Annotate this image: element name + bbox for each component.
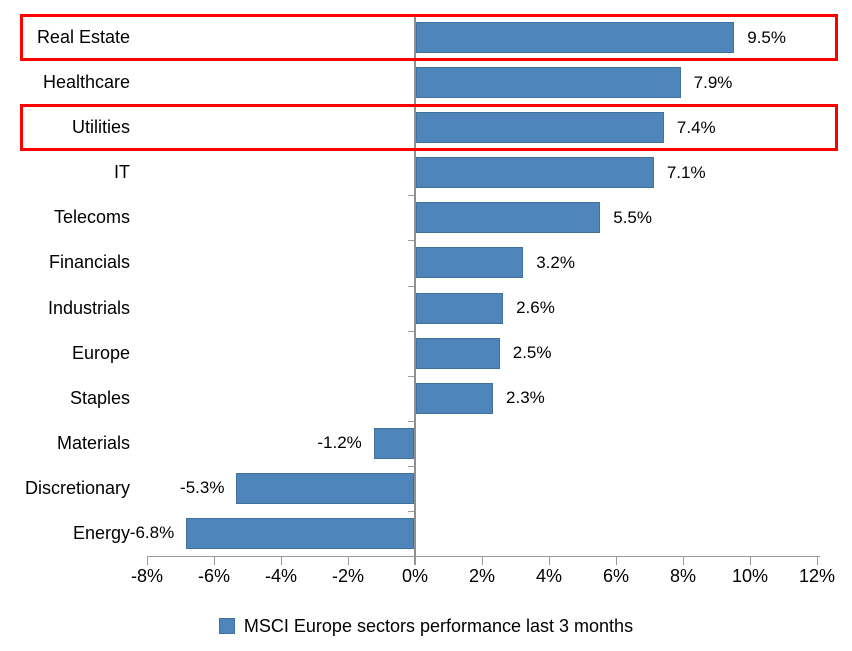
x-axis-tick	[750, 556, 751, 565]
category-label: Healthcare	[42, 72, 130, 93]
bar	[236, 472, 414, 504]
category-axis-tick	[408, 420, 415, 422]
x-tick-label: 2%	[468, 566, 496, 586]
value-label: 3.2%	[536, 252, 575, 272]
bar	[416, 157, 654, 189]
bar	[373, 427, 414, 459]
highlight-box-real-estate	[20, 14, 838, 62]
zero-axis-line	[414, 15, 416, 565]
value-label: -5.3%	[180, 478, 225, 498]
bar	[416, 67, 681, 99]
value-label: 7.1%	[666, 162, 706, 182]
category-axis-tick	[408, 285, 415, 287]
x-tick-label: -2%	[331, 566, 365, 586]
x-tick-label: -4%	[264, 566, 298, 586]
category-label: Staples	[69, 387, 130, 408]
category-axis-tick	[408, 195, 415, 197]
bar	[186, 517, 414, 549]
category-label: Energy	[72, 522, 130, 543]
bar	[416, 202, 601, 234]
bar	[416, 382, 494, 414]
legend-square-icon	[218, 618, 235, 634]
value-label: 7.9%	[693, 72, 733, 92]
category-label: IT	[114, 162, 130, 183]
x-axis-tick	[683, 556, 684, 565]
highlight-box-utilities	[20, 104, 838, 152]
category-axis-tick	[408, 510, 415, 512]
category-label: Financials	[48, 252, 130, 273]
bar	[416, 292, 504, 324]
category-label: Utilities	[71, 117, 130, 138]
category-axis-tick	[408, 240, 415, 242]
value-label: 2.5%	[512, 343, 552, 363]
value-label: 2.3%	[506, 388, 545, 408]
bar	[416, 22, 735, 54]
x-axis-tick	[549, 556, 550, 565]
category-label: Materials	[56, 432, 130, 453]
x-axis-tick	[616, 556, 617, 565]
x-tick-label: 12%	[798, 566, 836, 586]
value-label: -6.8%	[129, 523, 175, 543]
value-label: 9.5%	[747, 27, 786, 47]
legend: MSCI Europe sectors performance last 3 m…	[0, 614, 852, 638]
x-axis-tick	[147, 556, 148, 565]
category-axis-tick	[408, 375, 415, 377]
x-tick-label: 10%	[731, 566, 769, 586]
bar	[416, 247, 524, 279]
category-axis-tick	[408, 465, 415, 467]
category-label: Europe	[71, 342, 130, 363]
x-tick-label: 0%	[401, 566, 429, 586]
value-label: 5.5%	[613, 207, 652, 227]
x-axis-tick	[281, 556, 282, 565]
legend-label: MSCI Europe sectors performance last 3 m…	[243, 615, 634, 636]
category-label: Industrials	[47, 297, 130, 318]
bar	[416, 337, 500, 369]
category-label: Telecoms	[53, 207, 130, 228]
x-axis-tick	[482, 556, 483, 565]
x-tick-label: 8%	[669, 566, 697, 586]
x-axis-tick	[817, 556, 818, 565]
x-axis-line	[147, 556, 820, 557]
category-label: Real Estate	[36, 27, 130, 48]
x-axis-tick	[415, 556, 416, 565]
x-tick-label: 6%	[602, 566, 630, 586]
x-tick-label: -6%	[197, 566, 231, 586]
category-label: Discretionary	[24, 477, 130, 498]
x-tick-label: 4%	[535, 566, 563, 586]
value-label: 2.6%	[516, 298, 555, 318]
x-tick-label: -8%	[130, 566, 164, 586]
x-axis-tick	[214, 556, 215, 565]
value-label: -1.2%	[317, 433, 362, 453]
value-label: 7.4%	[676, 117, 716, 137]
x-axis-tick	[348, 556, 349, 565]
bar	[416, 112, 664, 144]
category-axis-tick	[408, 330, 415, 332]
